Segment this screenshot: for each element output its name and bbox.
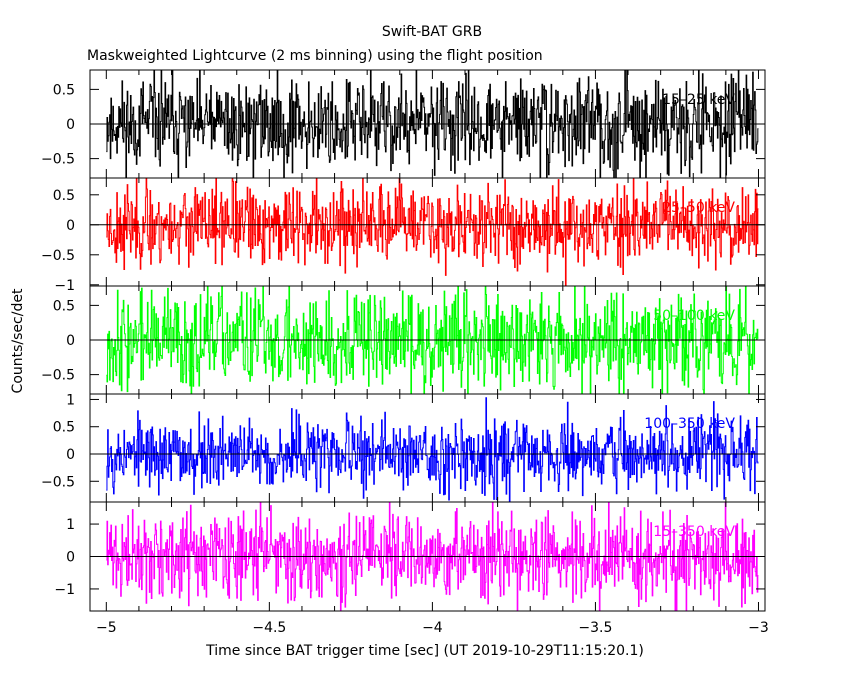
- lightcurve-series: [106, 70, 759, 178]
- lightcurve-series: [106, 178, 759, 286]
- x-axis-label: Time since BAT trigger time [sec] (UT 20…: [205, 643, 644, 659]
- x-tick-label: −3: [748, 620, 769, 636]
- panel-50-100-kev: 0.5 0 −0.5 50–100 keV: [41, 285, 766, 395]
- y-tick-label: −0.5: [41, 248, 75, 264]
- y-tick-label: 0: [66, 117, 75, 133]
- y-tick-label: 0: [66, 218, 75, 234]
- x-tick-label: −4: [422, 620, 443, 636]
- energy-band-label: 15–350 keV: [653, 524, 735, 540]
- energy-band-label: 50–100 keV: [653, 308, 735, 324]
- lightcurve-series: [106, 397, 759, 502]
- y-tick-label: 0: [66, 550, 75, 566]
- panel-25-50-kev: 0.5 0 −0.5 −1 25–50 keV: [41, 177, 766, 294]
- y-tick-label: 0: [66, 333, 75, 349]
- x-axis: −5 −4.5 −4 −3.5 −3: [96, 620, 769, 636]
- x-tick-label: −3.5: [578, 620, 612, 636]
- x-tick-label: −4.5: [252, 620, 286, 636]
- y-tick-label: 0.5: [53, 298, 75, 314]
- y-tick-label: 1: [66, 392, 75, 408]
- y-tick-label: 0.5: [53, 420, 75, 436]
- x-tick-label: −5: [96, 620, 117, 636]
- lightcurve-series: [106, 286, 759, 394]
- y-tick-label: −0.5: [41, 474, 75, 490]
- energy-band-label: 25–50 keV: [662, 200, 735, 216]
- panel-100-350-kev: 1 0.5 0 −0.5 100–350 keV: [41, 392, 766, 503]
- y-tick-label: 0: [66, 447, 75, 463]
- y-tick-label: −0.5: [41, 368, 75, 384]
- y-tick-label: −1: [54, 582, 75, 598]
- chart-title: Swift-BAT GRB: [382, 24, 482, 40]
- chart-subtitle: Maskweighted Lightcurve (2 ms binning) u…: [87, 48, 543, 64]
- lightcurve-series: [106, 502, 759, 611]
- y-tick-label: −1: [54, 278, 75, 294]
- y-tick-label: 1: [66, 517, 75, 533]
- y-axis-label: Counts/sec/det: [10, 288, 26, 393]
- y-tick-label: −0.5: [41, 152, 75, 168]
- y-tick-label: 0.5: [53, 188, 75, 204]
- energy-band-label: 100–350 keV: [644, 416, 735, 432]
- energy-band-label: 15–25 keV: [662, 92, 735, 108]
- y-tick-label: 0.5: [53, 82, 75, 98]
- panel-15-25-kev: 0.5 0 −0.5 15–25 keV: [41, 69, 766, 179]
- panel-15-350-kev: 1 0 −1 15–350 keV: [54, 501, 766, 612]
